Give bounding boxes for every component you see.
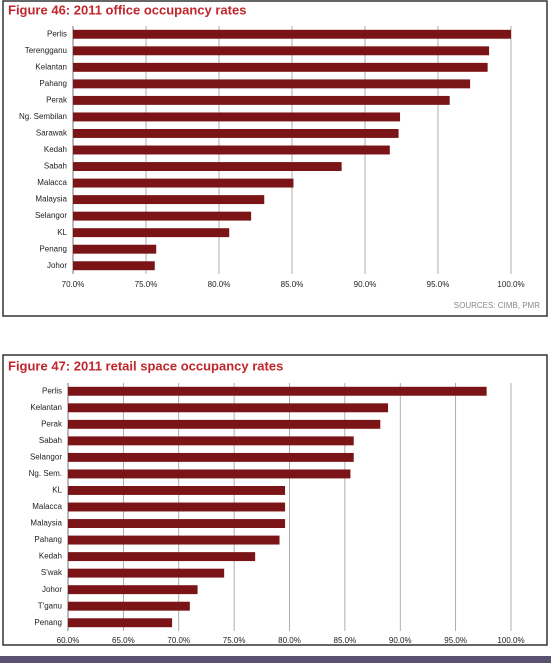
bar bbox=[73, 46, 490, 56]
y-tick-label: Sarawak bbox=[36, 129, 68, 138]
y-tick-label: Kelantan bbox=[35, 62, 67, 71]
y-tick-label: Malaysia bbox=[30, 519, 62, 528]
x-tick-label: 80.0% bbox=[278, 636, 301, 645]
x-tick-label: 75.0% bbox=[135, 280, 158, 289]
y-tick-label: Penang bbox=[39, 244, 67, 253]
x-tick-label: 70.0% bbox=[62, 280, 85, 289]
y-tick-label: Johor bbox=[47, 261, 67, 270]
bar bbox=[73, 195, 265, 205]
bar bbox=[68, 386, 487, 396]
bar bbox=[68, 486, 286, 495]
bar bbox=[68, 519, 286, 528]
x-tick-label: 60.0% bbox=[57, 636, 80, 645]
x-tick-label: 70.0% bbox=[167, 636, 190, 645]
y-tick-label: Perlis bbox=[42, 386, 62, 395]
bar bbox=[68, 403, 389, 413]
y-tick-label: Ng. Sembilan bbox=[19, 112, 67, 121]
y-tick-label: Malacca bbox=[37, 178, 67, 187]
y-tick-label: Johor bbox=[42, 585, 62, 594]
y-tick-label: KL bbox=[52, 486, 62, 495]
x-tick-label: 90.0% bbox=[389, 636, 412, 645]
chart-title: Figure 47: 2011 retail space occupancy r… bbox=[8, 358, 283, 373]
x-tick-label: 65.0% bbox=[112, 636, 135, 645]
y-tick-label: Perak bbox=[41, 419, 63, 428]
bar bbox=[68, 585, 198, 595]
x-tick-label: 90.0% bbox=[354, 280, 377, 289]
bar bbox=[68, 618, 173, 628]
y-tick-label: KL bbox=[57, 228, 67, 237]
y-tick-label: Penang bbox=[34, 618, 62, 627]
y-tick-label: Kedah bbox=[39, 552, 62, 561]
bar bbox=[68, 568, 225, 578]
source-note: SOURCES: CIMB, PMR bbox=[454, 301, 540, 310]
panel-frame bbox=[2, 0, 548, 317]
x-tick-label: 95.0% bbox=[444, 636, 467, 645]
y-tick-label: Sabah bbox=[39, 436, 62, 445]
panel-frame bbox=[2, 354, 548, 646]
bar bbox=[73, 145, 390, 155]
y-tick-label: Kelantan bbox=[30, 403, 62, 412]
y-tick-label: Selangor bbox=[35, 211, 67, 220]
bar bbox=[73, 244, 157, 254]
bar bbox=[68, 601, 190, 611]
bar bbox=[73, 261, 155, 271]
y-tick-label: T'ganu bbox=[38, 601, 62, 610]
bar bbox=[73, 112, 401, 122]
y-tick-label: Pahang bbox=[34, 535, 62, 544]
y-tick-label: Malacca bbox=[32, 502, 62, 511]
bar bbox=[73, 211, 252, 221]
x-tick-label: 100.0% bbox=[497, 280, 524, 289]
bar bbox=[68, 552, 256, 562]
bar bbox=[68, 469, 351, 479]
bar bbox=[68, 535, 280, 545]
bar bbox=[68, 502, 286, 512]
bar bbox=[73, 162, 342, 171]
bar bbox=[73, 228, 230, 238]
y-tick-label: Terengganu bbox=[25, 46, 67, 55]
x-tick-label: 85.0% bbox=[281, 280, 304, 289]
y-tick-label: Ng. Sem. bbox=[29, 469, 62, 478]
bar bbox=[73, 178, 294, 188]
x-tick-label: 100.0% bbox=[497, 636, 524, 645]
bar bbox=[73, 62, 488, 72]
bar bbox=[68, 419, 381, 429]
y-tick-label: S'wak bbox=[41, 568, 63, 577]
chart-title: Figure 46: 2011 office occupancy rates bbox=[8, 2, 246, 17]
x-tick-label: 85.0% bbox=[334, 636, 357, 645]
y-tick-label: Selangor bbox=[30, 453, 62, 462]
y-tick-label: Malaysia bbox=[35, 195, 67, 204]
bar bbox=[73, 29, 511, 39]
bar bbox=[68, 452, 354, 462]
bar bbox=[73, 79, 471, 89]
y-tick-label: Perlis bbox=[47, 29, 67, 38]
bottom-strip bbox=[0, 656, 551, 663]
x-tick-label: 95.0% bbox=[427, 280, 450, 289]
y-tick-label: Pahang bbox=[39, 79, 67, 88]
y-tick-label: Kedah bbox=[44, 145, 67, 154]
bar bbox=[68, 436, 354, 446]
y-tick-label: Perak bbox=[46, 96, 68, 105]
y-tick-label: Sabah bbox=[44, 162, 67, 171]
x-tick-label: 75.0% bbox=[223, 636, 246, 645]
bar bbox=[73, 95, 450, 105]
x-tick-label: 80.0% bbox=[208, 280, 231, 289]
bar bbox=[73, 129, 399, 138]
